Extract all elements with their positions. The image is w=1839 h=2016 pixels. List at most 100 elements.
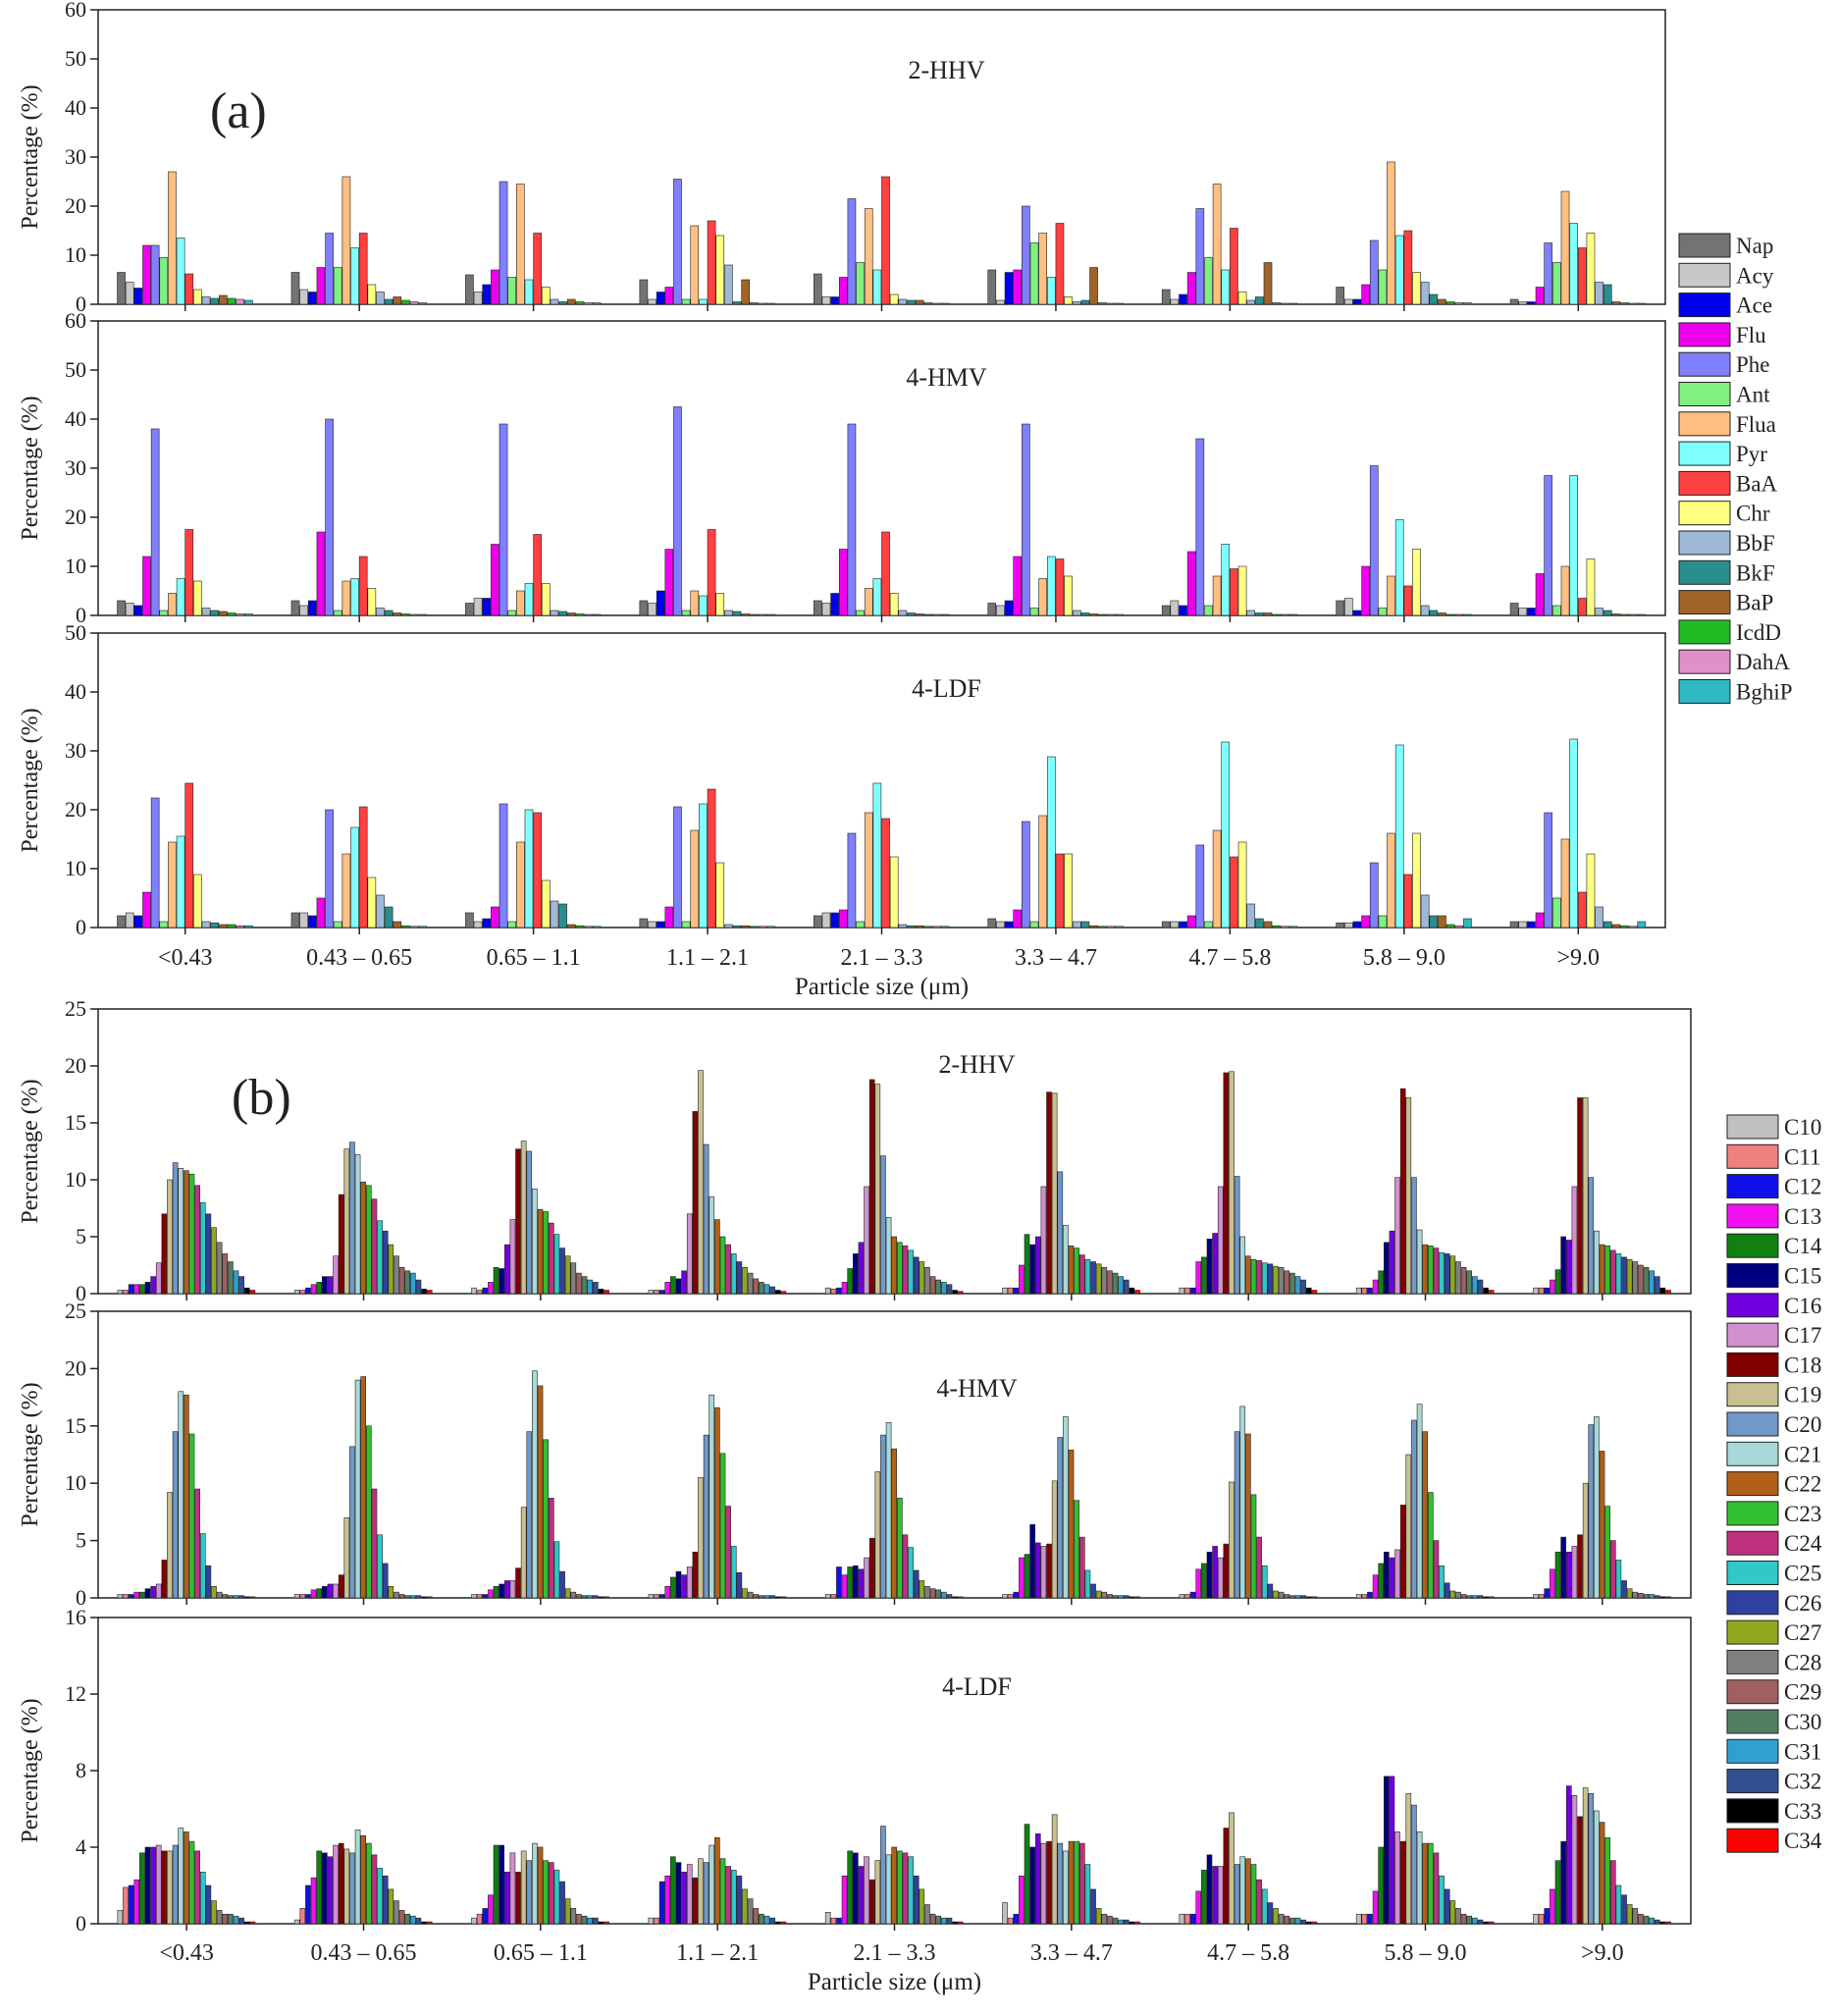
bar-c32 (1300, 1595, 1306, 1599)
bar-c28 (1278, 1913, 1285, 1925)
bar-acy (821, 912, 831, 928)
bar-c13 (488, 1589, 494, 1599)
bar-c30 (1112, 1272, 1119, 1295)
bar-c16 (1389, 1776, 1395, 1925)
legend-label-pyr: Pyr (1736, 442, 1767, 466)
legend-label-c19: C19 (1784, 1383, 1821, 1407)
bar-c11 (1007, 1287, 1014, 1295)
bar-ace (1179, 921, 1187, 928)
bar-c11 (830, 1917, 837, 1925)
bar-c32 (1123, 1279, 1130, 1295)
bar-c31 (410, 1915, 416, 1925)
y-tick-label: 12 (65, 1681, 86, 1706)
legend-label-c22: C22 (1784, 1472, 1821, 1497)
bar-c21 (1239, 1236, 1246, 1295)
bar-pyr (176, 238, 185, 305)
bar-phe (1022, 205, 1030, 305)
bar-flu (142, 891, 151, 928)
bar-c28 (216, 1910, 223, 1925)
bar-ant (1029, 921, 1039, 928)
bar-bghip (1115, 302, 1124, 305)
bar-c26 (736, 1875, 743, 1925)
bar-ant (1029, 242, 1039, 305)
bar-daha (932, 613, 941, 616)
bar-c11 (1361, 1287, 1368, 1295)
bar-baa (1230, 568, 1238, 616)
bar-c13 (841, 1282, 848, 1295)
bar-c25 (1439, 1565, 1445, 1599)
bar-c19 (167, 1492, 173, 1599)
legend-label-flu: Flu (1736, 323, 1766, 347)
bar-c17 (333, 1844, 339, 1925)
bar-c26 (1267, 1583, 1274, 1599)
bar-c26 (1621, 1256, 1627, 1295)
bar-c29 (1460, 1267, 1467, 1295)
y-tick-label: 20 (65, 1355, 86, 1380)
bar-bghip (940, 302, 950, 305)
bar-c28 (216, 1591, 223, 1599)
bar-c20 (1057, 1437, 1064, 1599)
legend-label-c29: C29 (1784, 1680, 1821, 1705)
bar-c15 (1560, 1840, 1566, 1925)
legend-swatch-phe (1678, 351, 1731, 377)
bar-c10 (471, 1287, 477, 1295)
bar-c28 (1632, 1591, 1639, 1599)
bar-baa (1403, 585, 1413, 616)
bar-c34 (1134, 1596, 1140, 1599)
bar-c14 (847, 1566, 854, 1599)
bar-c27 (1626, 1904, 1633, 1925)
bar-c33 (1659, 1287, 1666, 1295)
bar-ace (1004, 272, 1014, 305)
bar-ace (133, 288, 143, 305)
bar-c22 (1599, 1451, 1605, 1599)
y-tick-label: 40 (65, 95, 86, 120)
bar-bbf (550, 610, 559, 616)
bar-c27 (742, 1588, 748, 1599)
bar-ace (482, 918, 492, 928)
bar-c19 (1405, 1097, 1412, 1295)
bar-baa (1055, 223, 1065, 305)
bar-c29 (398, 1910, 405, 1925)
bar-phe (673, 179, 682, 305)
bar-c18 (1399, 1840, 1406, 1925)
bar-phe (1195, 208, 1205, 305)
bar-c34 (1311, 1290, 1318, 1295)
bar-flua (342, 580, 351, 616)
bar-c20 (172, 1162, 179, 1295)
bar-c21 (709, 1844, 715, 1925)
bar-c27 (211, 1900, 217, 1925)
bar-c24 (194, 1850, 200, 1925)
bar-c21 (885, 1422, 892, 1599)
bar-c26 (1267, 1263, 1274, 1295)
bar-c31 (1649, 1270, 1655, 1295)
bar-c29 (1638, 1593, 1644, 1599)
bar-bkf (732, 301, 742, 305)
bar-bbf (724, 264, 733, 305)
bar-c15 (1384, 1242, 1390, 1295)
bar-c34 (1134, 1290, 1140, 1295)
bar-c18 (1046, 1543, 1052, 1599)
bar-flu (491, 544, 499, 616)
bar-c16 (327, 1276, 334, 1295)
bar-c17 (1571, 1795, 1578, 1925)
bar-c23 (1250, 1864, 1257, 1925)
bar-c26 (1090, 1583, 1096, 1599)
legend-swatch-c27 (1726, 1619, 1779, 1645)
bar-c19 (343, 1848, 350, 1925)
bar-c22 (537, 1208, 544, 1295)
bar-c29 (929, 1588, 936, 1599)
bar-c12 (305, 1594, 311, 1599)
bar-c24 (371, 1198, 378, 1295)
bar-c11 (123, 1886, 129, 1925)
legend-label-bghip: BghiP (1736, 680, 1793, 705)
bar-c27 (1273, 1265, 1279, 1295)
bar-c34 (426, 1596, 433, 1599)
bar-c29 (576, 1272, 582, 1295)
bar-bkf (1080, 921, 1090, 928)
bar-c33 (421, 1596, 427, 1599)
bar-c12 (305, 1884, 311, 1925)
legend-label-daha: DahA (1736, 650, 1790, 674)
bar-phe (325, 809, 334, 928)
x-tick-label: 3.3 – 4.7 (1030, 1940, 1113, 1966)
